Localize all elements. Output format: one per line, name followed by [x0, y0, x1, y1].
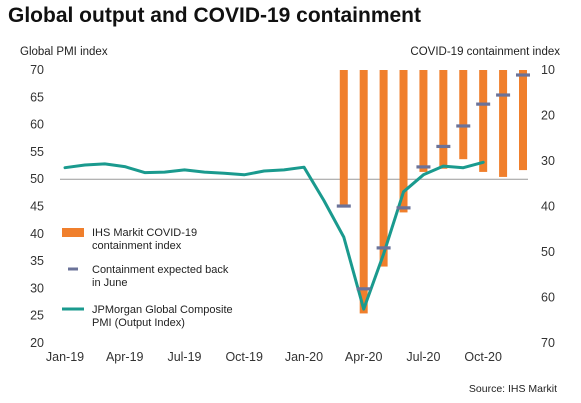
expected-dash	[396, 206, 411, 210]
right-tick-label: 20	[541, 109, 555, 123]
expected-dash	[476, 102, 491, 106]
pmi-line	[63, 160, 485, 311]
x-tick-label: Apr-19	[106, 350, 144, 364]
source-note: Source: IHS Markit	[469, 383, 557, 395]
right-tick-label: 70	[541, 336, 555, 350]
x-tick-label: Jul-19	[167, 350, 201, 364]
left-tick-label: 50	[30, 172, 44, 186]
expected-dash-layer	[336, 73, 530, 291]
legend: IHS Markit COVID-19 containment index Cont…	[62, 227, 233, 329]
pmi-line-layer	[63, 160, 485, 311]
right-tick-label: 10	[541, 63, 555, 77]
right-axis-label: COVID-19 containment index	[410, 46, 560, 58]
left-tick-label: 25	[30, 309, 44, 323]
x-tick-label: Oct-20	[464, 350, 502, 364]
legend-swatch-dash	[68, 267, 78, 271]
expected-dash	[416, 165, 431, 169]
containment-bar	[399, 70, 408, 213]
right-tick-label: 30	[541, 154, 555, 168]
right-tick-label: 40	[541, 200, 555, 214]
left-tick-label: 65	[30, 90, 44, 104]
x-tick-label: Jul-20	[406, 350, 440, 364]
left-tick-label: 40	[30, 227, 44, 241]
x-tick-label: Jan-20	[285, 350, 323, 364]
expected-dash	[376, 246, 391, 250]
chart-title: Global output and COVID-19 containment	[8, 4, 422, 27]
containment-bar	[379, 70, 388, 267]
left-tick-label: 55	[30, 145, 44, 159]
right-tick-label: 60	[541, 291, 555, 305]
left-tick-label: 20	[30, 336, 44, 350]
expected-dash	[356, 287, 371, 291]
x-tick-label: Jan-19	[46, 350, 84, 364]
containment-bar	[499, 70, 508, 177]
containment-bar	[439, 70, 448, 169]
expected-dash	[456, 124, 471, 128]
containment-bar	[479, 70, 488, 172]
left-tick-label: 35	[30, 254, 44, 268]
containment-bar	[359, 70, 368, 314]
containment-bar	[519, 70, 527, 171]
legend-label-bars: IHS Markit COVID-19 containment index	[92, 227, 197, 252]
left-tick-label: 30	[30, 281, 44, 295]
expected-dash	[336, 204, 351, 208]
expected-dash	[496, 93, 511, 97]
x-tick-label: Oct-19	[225, 350, 263, 364]
x-tick-label: Apr-20	[345, 350, 383, 364]
containment-bar	[459, 70, 468, 160]
legend-label-dash: Containment expected back in June	[92, 264, 229, 289]
legend-swatch-bars	[62, 228, 84, 237]
legend-label-line: JPMorgan Global Composite PMI (Output Ind…	[92, 304, 233, 329]
containment-bar	[339, 70, 348, 207]
left-tick-label: 70	[30, 63, 44, 77]
containment-bars	[339, 70, 527, 314]
right-tick-label: 50	[541, 245, 555, 259]
left-axis-label: Global PMI index	[20, 46, 108, 58]
left-tick-label: 60	[30, 118, 44, 132]
containment-bar	[419, 70, 428, 172]
expected-dash	[436, 144, 451, 149]
left-tick-label: 45	[30, 200, 44, 214]
expected-dash	[516, 73, 530, 77]
